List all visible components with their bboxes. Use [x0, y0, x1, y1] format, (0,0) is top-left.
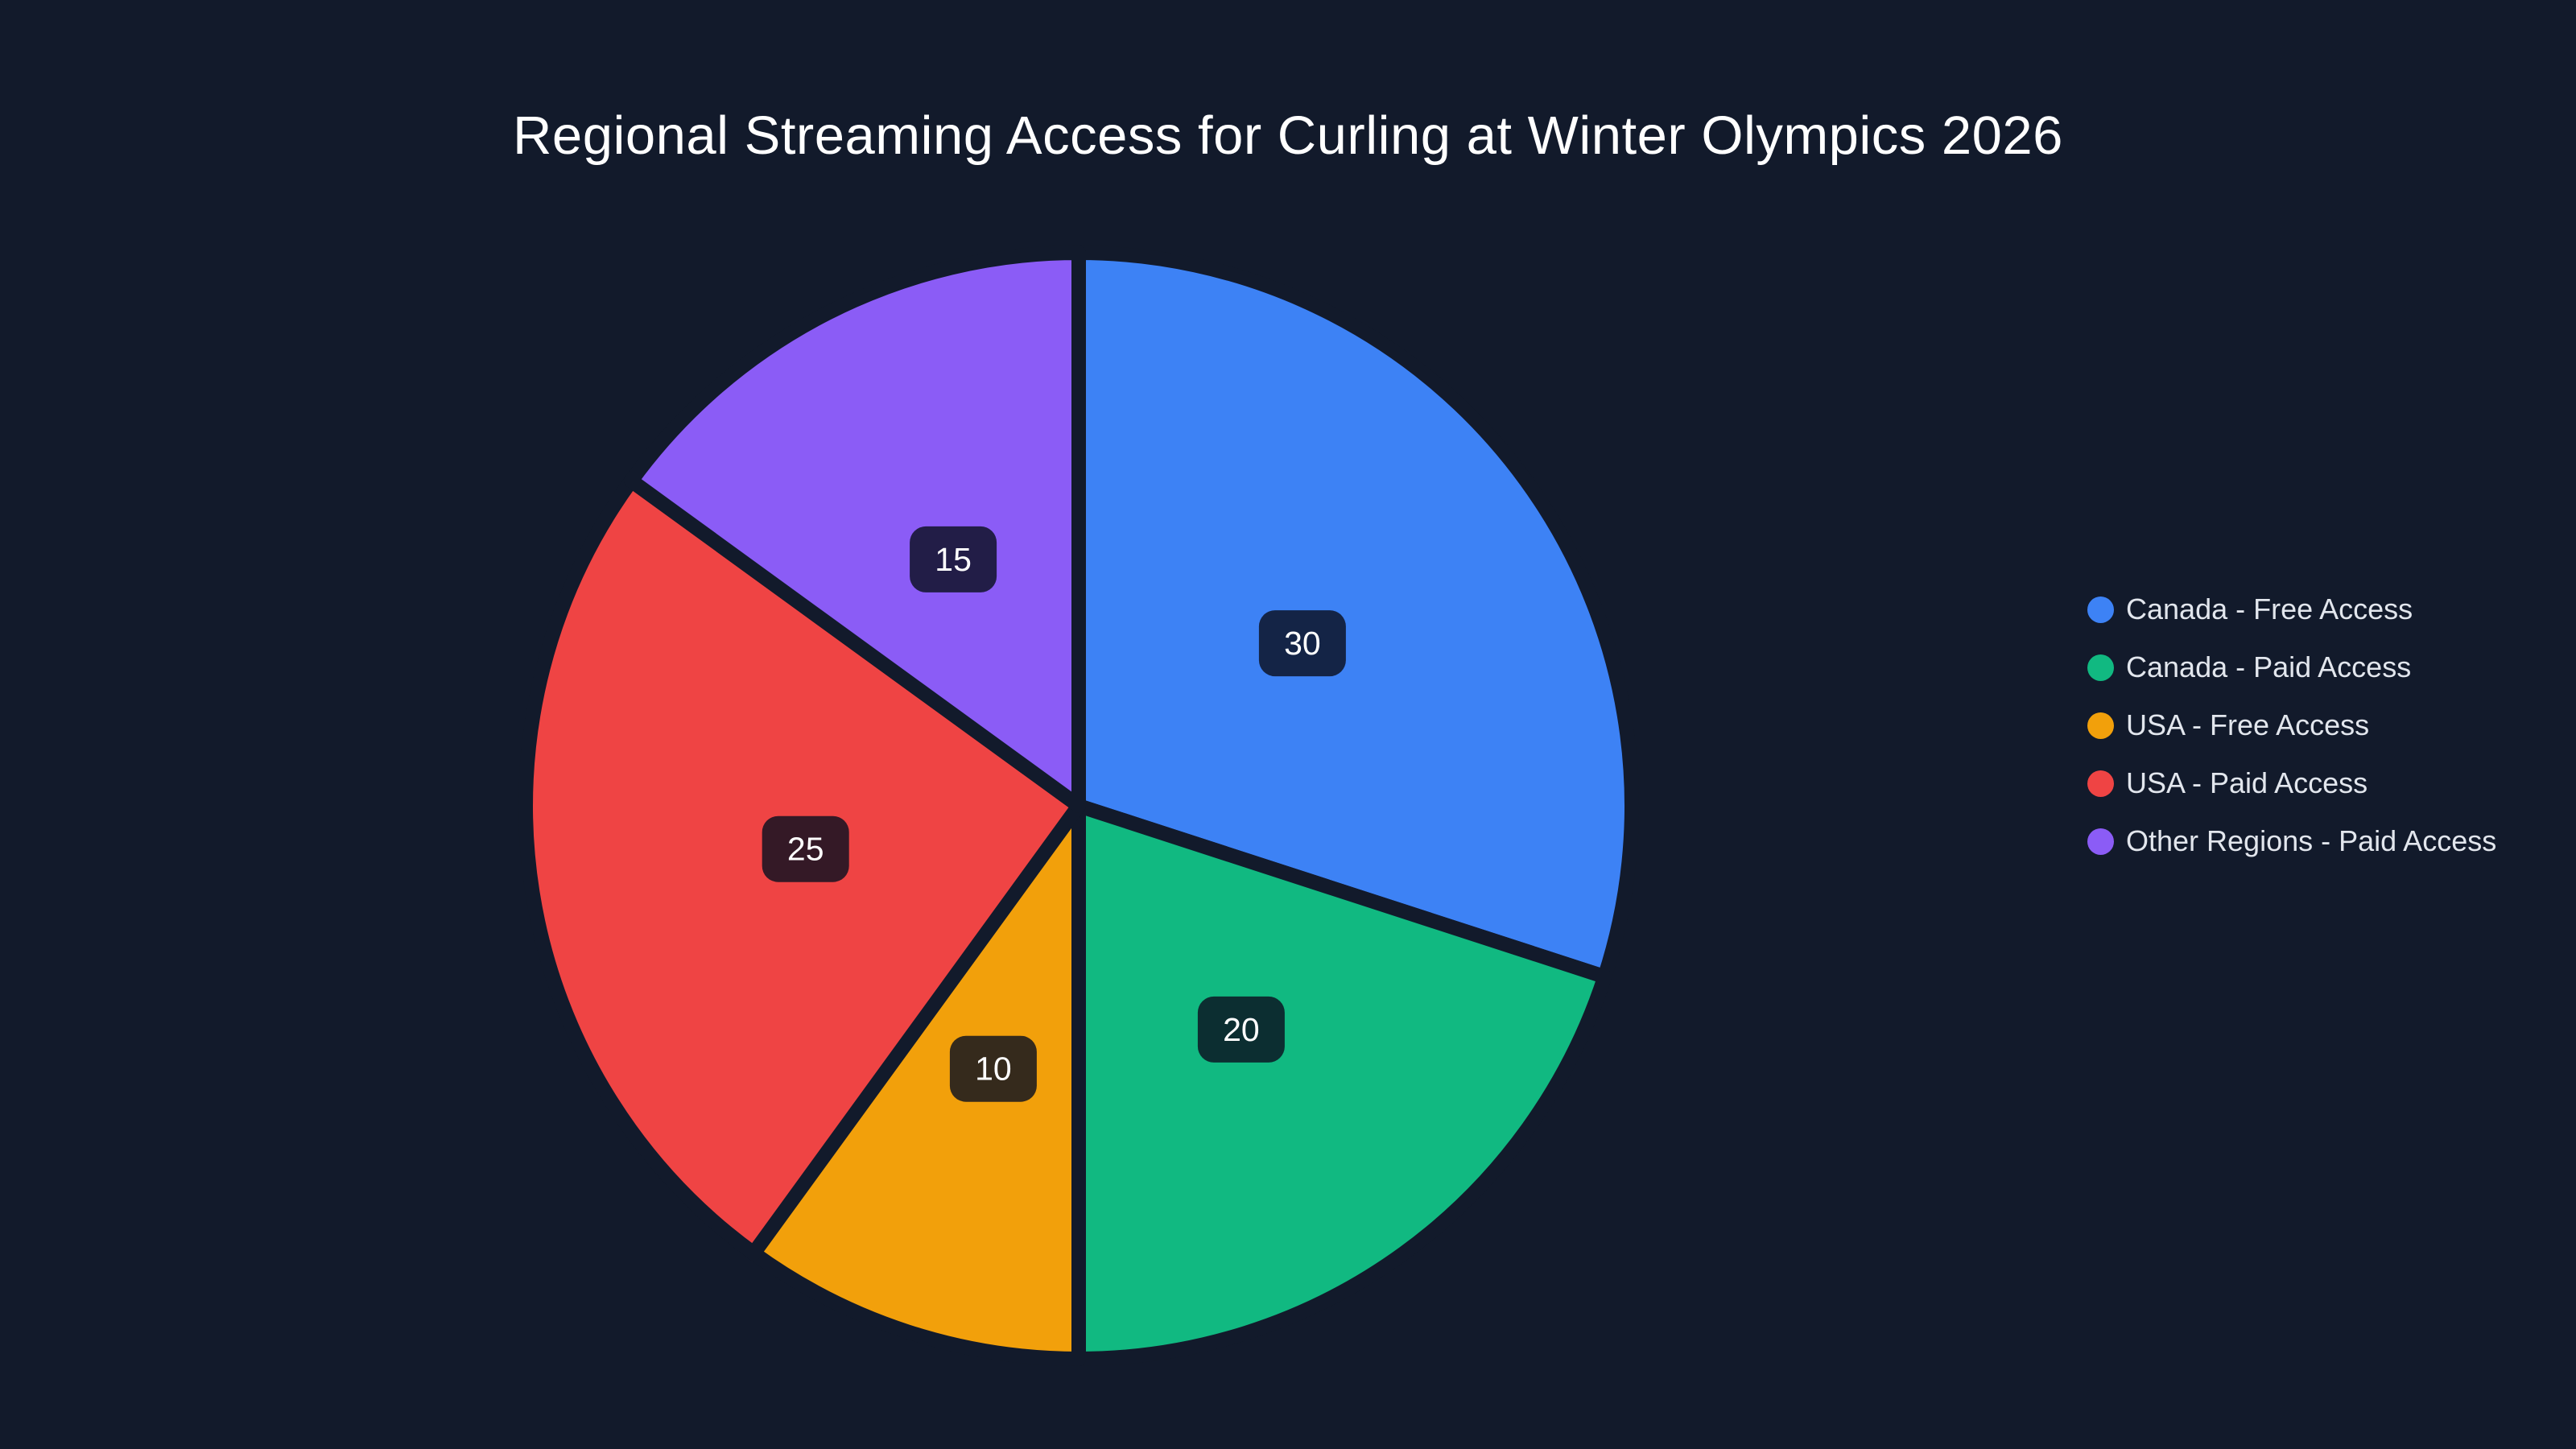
- value-label-box: [910, 526, 997, 592]
- pie-slice-other-regions-paid-access[interactable]: [624, 246, 1086, 813]
- legend-swatch-icon: [2087, 654, 2114, 681]
- legend-label: Canada - Paid Access: [2126, 650, 2412, 683]
- value-label-canada-free-access: 30: [1258, 610, 1346, 677]
- legend: Canada - Free Access Canada - Paid Access…: [2087, 592, 2497, 857]
- legend-item-usa-free-access[interactable]: USA - Free Access: [2087, 708, 2496, 741]
- legend-label: Other Regions - Paid Access: [2126, 824, 2497, 857]
- value-label-text: 30: [1284, 625, 1321, 662]
- value-label-canada-paid-access: 20: [1197, 996, 1285, 1063]
- pie-slice-canada-free-access[interactable]: [1071, 246, 1640, 985]
- value-label-text: 15: [935, 541, 972, 578]
- legend-swatch-icon: [2087, 712, 2114, 739]
- value-label-box: [1258, 610, 1346, 677]
- legend-item-canada-free-access[interactable]: Canada - Free Access: [2087, 592, 2496, 625]
- legend-swatch-icon: [2087, 828, 2114, 855]
- pie-slice-usa-free-access[interactable]: [746, 799, 1086, 1366]
- value-label-usa-free-access: 10: [949, 1035, 1037, 1102]
- legend-label: USA - Free Access: [2126, 708, 2370, 741]
- legend-item-canada-paid-access[interactable]: Canada - Paid Access: [2087, 650, 2496, 683]
- legend-item-other-regions-paid-access[interactable]: Other Regions - Paid Access: [2087, 824, 2497, 857]
- value-label-box: [762, 815, 849, 882]
- value-label-box: [949, 1035, 1037, 1102]
- legend-label: USA - Paid Access: [2126, 766, 2368, 799]
- value-label-box: [1197, 996, 1285, 1063]
- value-label-text: 20: [1223, 1011, 1260, 1048]
- value-label-usa-paid-access: 25: [762, 815, 849, 882]
- legend-label: Canada - Free Access: [2126, 592, 2413, 625]
- legend-swatch-icon: [2087, 770, 2114, 797]
- value-label-text: 25: [787, 831, 824, 868]
- chart-title: Regional Streaming Access for Curling at…: [513, 105, 2063, 166]
- value-label-text: 10: [975, 1051, 1012, 1088]
- value-label-other-regions-paid-access: 15: [910, 526, 997, 592]
- legend-swatch-icon: [2087, 596, 2114, 623]
- legend-item-usa-paid-access[interactable]: USA - Paid Access: [2087, 766, 2496, 799]
- pie-slice-canada-paid-access[interactable]: [1071, 799, 1612, 1366]
